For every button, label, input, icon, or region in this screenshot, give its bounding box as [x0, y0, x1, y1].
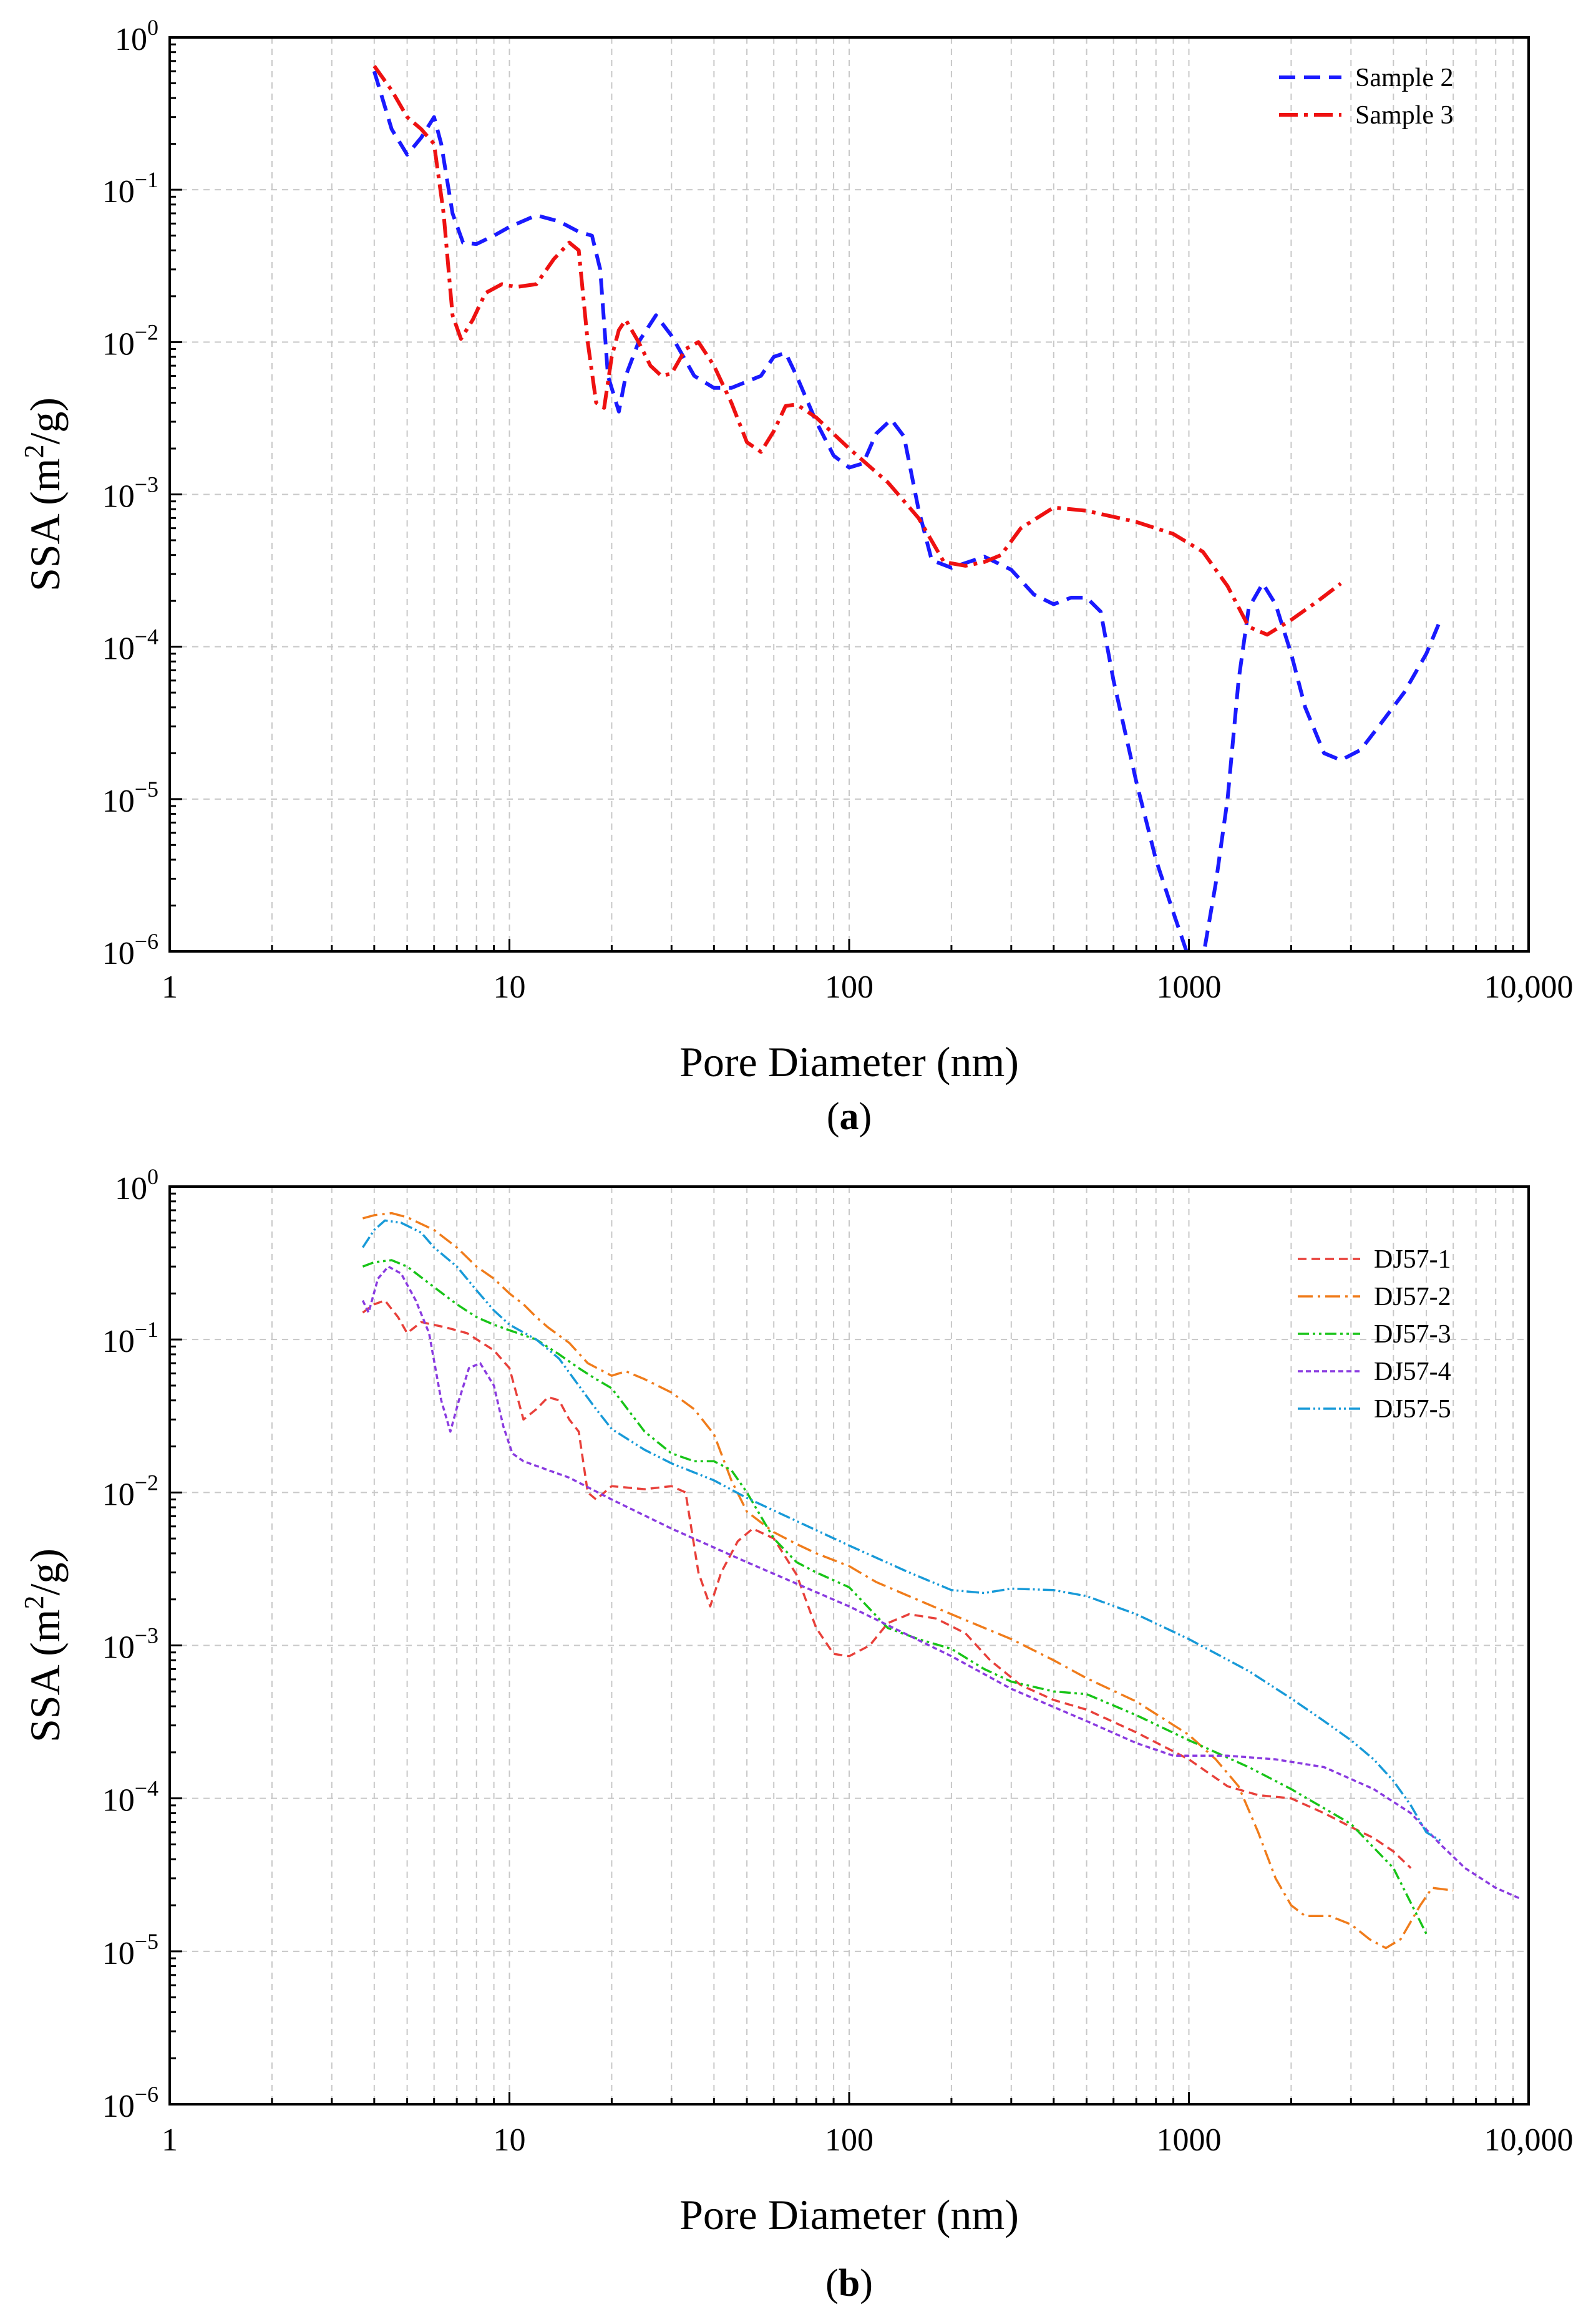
x-axis-label: Pore Diameter (nm) — [679, 1038, 1019, 1086]
legend: Sample 2 Sample 3 — [1279, 64, 1453, 130]
series-line-dj57-5 — [361, 1219, 1441, 1842]
y-axis: 100 10−1 10−2 10−3 10−4 10−5 10−6 — [102, 15, 182, 971]
legend-label: DJ57-1 — [1374, 1245, 1451, 1274]
y-tick-label: 10−4 — [102, 624, 158, 667]
series-line-dj57-3 — [362, 1259, 1428, 1935]
x-axis: 1 10 100 1000 10,000 — [162, 939, 1574, 1005]
chart-panel-b: 1 10 100 1000 10,00010010−110−210−310−410−51… — [19, 1164, 1574, 2305]
grid — [170, 37, 1529, 951]
x-axis-label: Pore Diameter (nm) — [679, 2191, 1019, 2238]
x-tick-label: 1000 — [1157, 969, 1222, 1005]
y-axis: 100 10−1 10−2 10−3 10−4 10−5 10−6 — [102, 1164, 182, 2124]
series-line-dj57-4 — [361, 1265, 1522, 1900]
y-tick-label: 10−6 — [102, 929, 158, 971]
x-tick-label: 1000 — [1157, 2122, 1222, 2158]
x-tick-label: 10 — [494, 969, 526, 1005]
legend-label: DJ57-4 — [1374, 1358, 1451, 1386]
y-axis-label: SSA (m2/g) — [19, 397, 69, 591]
x-tick-label: 1 — [162, 969, 178, 1005]
x-axis: 1 10 100 1000 10,000 — [162, 2092, 1574, 2158]
y-tick-label: 10−2 — [102, 319, 158, 362]
grid — [170, 1187, 1529, 2104]
x-tick-label: 10,000 — [1484, 969, 1574, 1005]
panel-label: (b) — [825, 2262, 873, 2305]
x-tick-label: 10,000 — [1484, 2122, 1574, 2158]
y-tick-label: 10−5 — [102, 777, 158, 819]
y-tick-label: 10−1 — [102, 1317, 158, 1359]
y-tick-label: 100 — [115, 15, 158, 57]
y-tick-label: 10−3 — [102, 472, 158, 515]
legend: DJ57-1 DJ57-2 DJ57-3 DJ57-4 DJ57-5 — [1298, 1245, 1451, 1424]
x-tick-label: 10 — [494, 2122, 526, 2158]
y-tick-label: 10−5 — [102, 1929, 158, 1971]
y-tick-label: 10−2 — [102, 1470, 158, 1512]
chart-panel-a: 1 10 100 1000 10,00010010−110−210−310−410−51… — [19, 15, 1574, 1138]
series-line-dj57-2 — [362, 1212, 1454, 1950]
y-tick-label: 10−1 — [102, 167, 158, 210]
series-line-sample-2 — [372, 70, 1443, 951]
x-tick-label: 100 — [825, 969, 873, 1005]
legend-label: DJ57-3 — [1374, 1320, 1451, 1349]
y-tick-label: 10−3 — [102, 1623, 158, 1666]
x-tick-label: 100 — [825, 2122, 873, 2158]
legend-label: Sample 2 — [1355, 64, 1453, 92]
y-tick-label: 100 — [115, 1164, 158, 1207]
y-tick-label: 10−6 — [102, 2082, 158, 2124]
y-tick-label: 10−4 — [102, 1776, 158, 1819]
legend-label: Sample 3 — [1355, 101, 1453, 130]
panel-label: (a) — [827, 1095, 872, 1138]
series-line-dj57-1 — [362, 1299, 1412, 1869]
series-line-sample-3 — [372, 64, 1342, 637]
legend-label: DJ57-2 — [1374, 1283, 1451, 1311]
legend-label: DJ57-5 — [1374, 1395, 1451, 1424]
y-axis-label: SSA (m2/g) — [19, 1548, 69, 1742]
x-tick-label: 1 — [162, 2122, 178, 2158]
